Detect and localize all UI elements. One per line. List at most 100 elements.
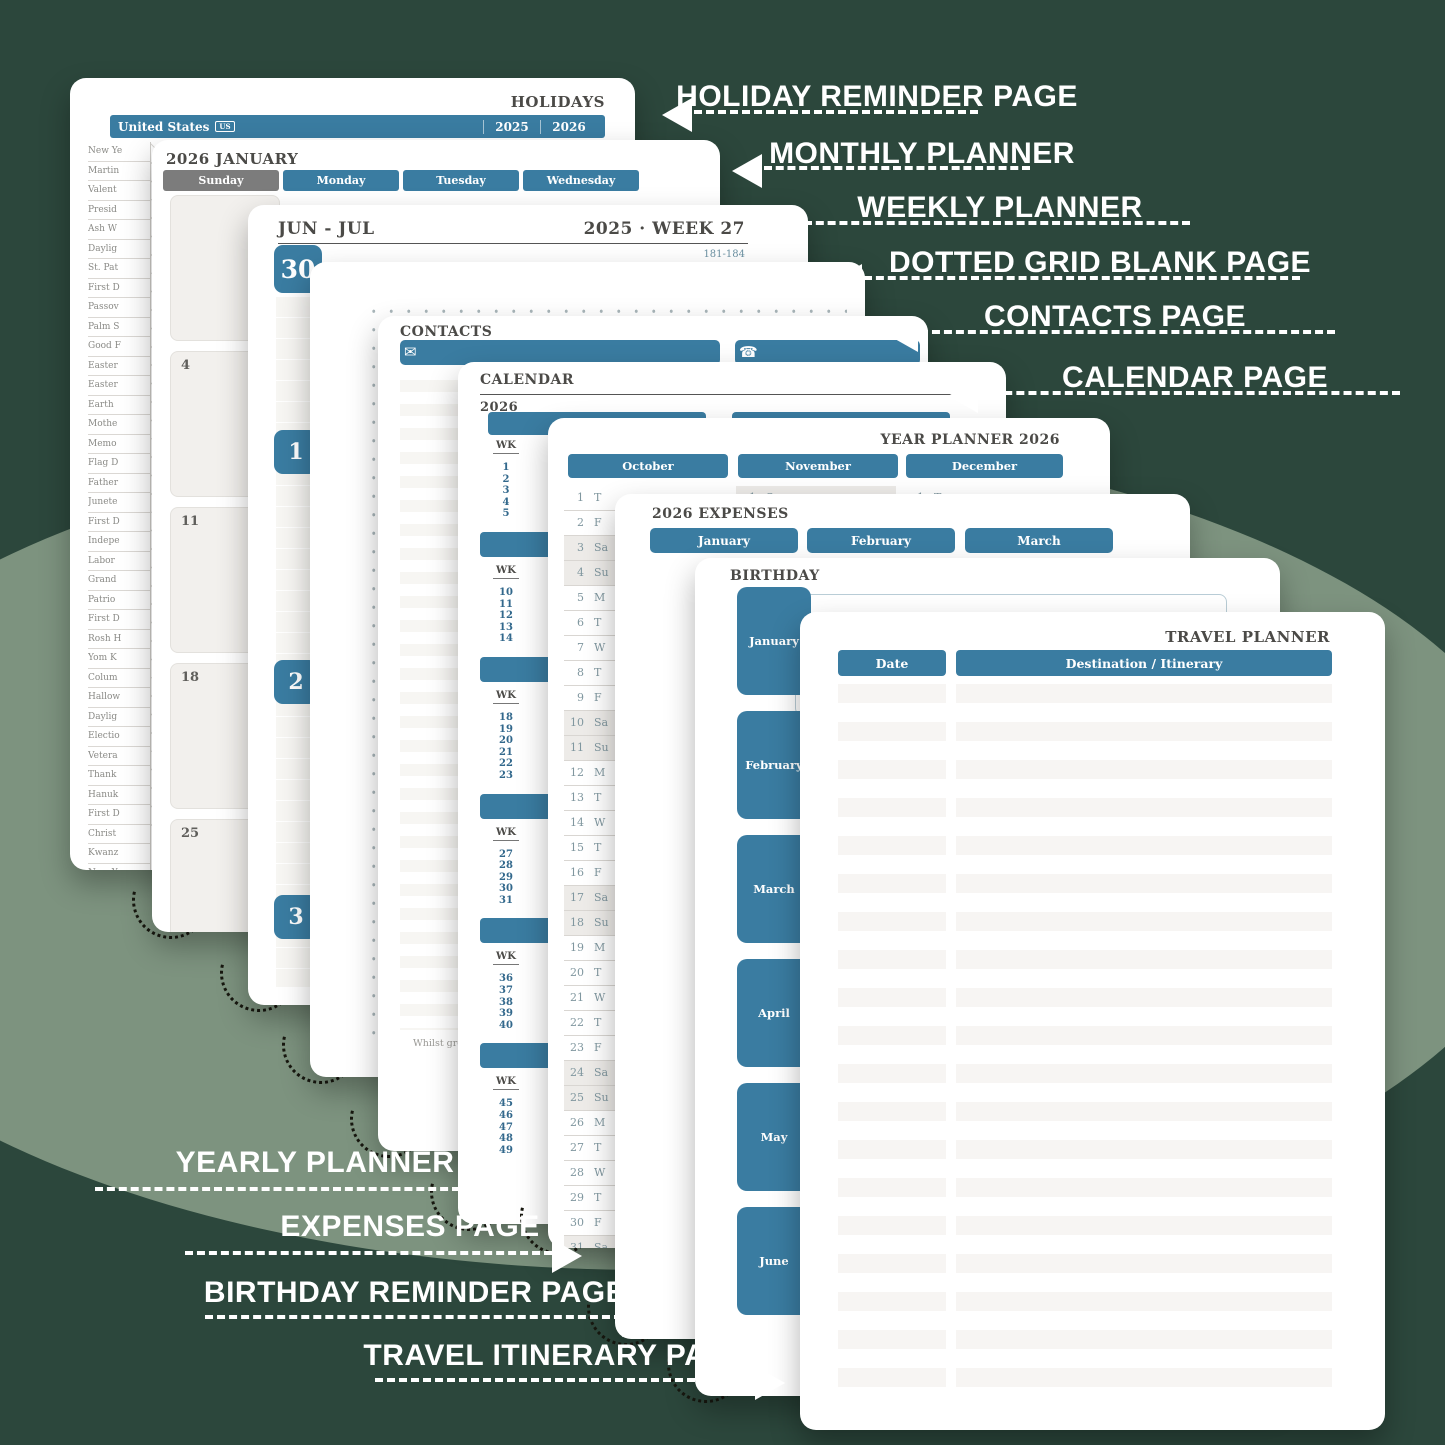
holidays-title: HOLIDAYS	[510, 93, 605, 111]
mini-month-bar	[480, 918, 552, 944]
month-bar-march: March	[965, 528, 1113, 553]
arrow-left-icon	[888, 318, 918, 352]
day-number: 20	[570, 966, 584, 979]
holiday-list-item: Palm S	[88, 318, 150, 337]
arrow-right-icon	[622, 1303, 652, 1337]
destination-column-header: Destination / Itinerary	[956, 650, 1332, 676]
day-letter: Sa	[594, 716, 609, 729]
day-number: 13	[570, 791, 584, 804]
page-numbers: 181-184	[703, 249, 745, 260]
day-number: 1	[577, 491, 584, 504]
day-number: 22	[570, 1016, 584, 1029]
holiday-list-item: Patrio	[88, 591, 150, 610]
day-letter: Su	[594, 741, 609, 754]
day-letter: Sa	[594, 1066, 609, 1079]
day-letter: T	[594, 491, 602, 504]
arrow-left-icon	[832, 264, 862, 298]
envelope-icon: ✉	[404, 343, 417, 361]
label-monthly-planner: MONTHLY PLANNER	[769, 137, 1075, 170]
holiday-list-item: Colum	[88, 669, 150, 688]
month-bar-october: October	[568, 454, 728, 478]
day-letter: M	[594, 1116, 606, 1129]
holiday-list-item: Flag D	[88, 454, 150, 474]
day-number: 6	[577, 616, 584, 629]
footnote-text: Whilst grea	[413, 1038, 469, 1049]
day-letter: W	[594, 991, 606, 1004]
day-number: 10	[570, 716, 584, 729]
week-numbers: 1 2 3 4 5	[502, 462, 510, 520]
year-2026: 2026	[540, 119, 597, 134]
day-number: 4	[577, 566, 584, 579]
dashed-arrow-line	[804, 221, 1190, 225]
week-group: WK 10 11 12 13 14	[480, 531, 552, 645]
day-letter: T	[594, 966, 602, 979]
holiday-list: New Ye Martin Valent Presid Ash W Daylig St. P…	[88, 142, 151, 870]
holiday-list-item: St. Pat	[88, 259, 150, 279]
holidays-country-bar: United States US 2025 2026	[110, 115, 605, 138]
day-letter: F	[594, 1041, 602, 1054]
day-number: 24	[570, 1066, 584, 1079]
mini-month-bar	[480, 656, 552, 682]
month-tab-column: January February March April May June	[737, 587, 811, 1331]
holiday-list-item: Earth	[88, 396, 150, 415]
day-number: 27	[570, 1141, 584, 1154]
week-group: WK 18 19 20 21 22 23	[480, 656, 552, 782]
arrow-left-icon	[732, 154, 762, 188]
day-number: 9	[577, 691, 584, 704]
month-tab: January	[737, 587, 811, 695]
holiday-list-item: Father	[88, 474, 150, 493]
date-column-rows	[838, 684, 946, 1400]
month-bar-january: January	[650, 528, 798, 553]
holiday-list-item: First D	[88, 513, 150, 532]
date-number: 4	[181, 358, 191, 373]
day-letter: T	[594, 616, 602, 629]
wk-header: WK	[493, 951, 519, 966]
weekday-header: Sunday	[163, 170, 279, 191]
weekday-header: Monday	[283, 170, 399, 191]
day-letter: F	[594, 516, 602, 529]
year-columns: 2025 2026	[483, 119, 597, 134]
day-number: 30	[570, 1216, 584, 1229]
monthly-title: 2026 JANUARY	[166, 150, 299, 168]
holiday-list-item: Vetera	[88, 747, 150, 766]
calendar-year: 2026	[480, 400, 519, 415]
month-bar-november: November	[738, 454, 898, 478]
label-expenses-page: EXPENSES PAGE	[280, 1210, 540, 1243]
month-bar-february: February	[807, 528, 955, 553]
day-letter: T	[594, 791, 602, 804]
day-number: 18	[570, 916, 584, 929]
page-travel-planner: TRAVEL PLANNER Date Destination / Itiner…	[800, 612, 1385, 1430]
weekday-header-row: Sunday Monday Tuesday Wednesday	[163, 170, 639, 191]
holiday-list-item: Electio	[88, 727, 150, 747]
day-number: 5	[577, 591, 584, 604]
day-letter: Sa	[594, 891, 609, 904]
date-column-header: Date	[838, 650, 946, 676]
dashed-arrow-line	[764, 166, 1030, 170]
contacts-title: CONTACTS	[400, 324, 493, 340]
arrow-right-icon	[552, 1239, 582, 1273]
holiday-list-item: Martin	[88, 162, 150, 181]
arrow-left-icon	[772, 209, 802, 243]
holiday-list-item: Grand	[88, 571, 150, 591]
holiday-list-item: Thank	[88, 766, 150, 786]
week-numbers: 45 46 47 48 49	[499, 1098, 513, 1156]
holiday-list-item: Passov	[88, 298, 150, 318]
divider	[278, 243, 748, 244]
dashed-arrow-line	[205, 1315, 622, 1319]
holiday-list-item: Daylig	[88, 708, 150, 727]
day-letter: T	[594, 1191, 602, 1204]
day-letter: M	[594, 766, 606, 779]
mini-month-bar	[480, 1043, 552, 1069]
holiday-list-item: First D	[88, 610, 150, 630]
holiday-list-item: Presid	[88, 201, 150, 220]
expenses-title: 2026 EXPENSES	[652, 506, 789, 522]
holiday-list-item: Easter	[88, 357, 150, 376]
holiday-list-item: Mothe	[88, 415, 150, 435]
destination-column-rows	[956, 684, 1332, 1400]
day-letter: T	[594, 1016, 602, 1029]
day-number: 28	[570, 1166, 584, 1179]
week-numbers: 27 28 29 30 31	[499, 848, 513, 906]
week-group: WK 1 2 3 4 5	[486, 440, 526, 520]
weekday-header: Tuesday	[403, 170, 519, 191]
day-letter: Su	[594, 566, 609, 579]
